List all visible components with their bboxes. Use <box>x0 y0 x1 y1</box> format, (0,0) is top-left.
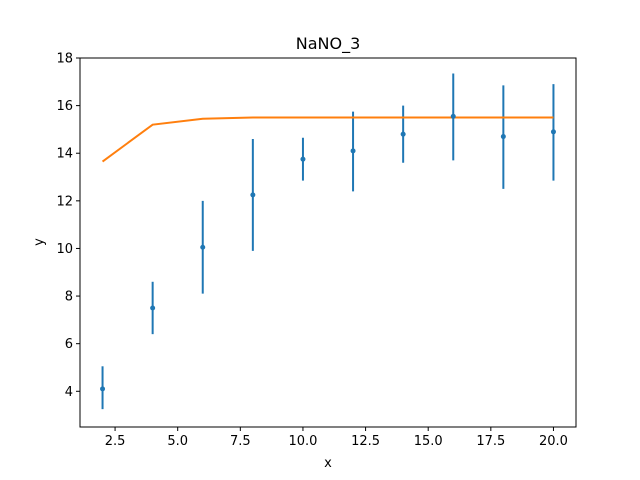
data-point <box>350 148 356 154</box>
y-axis-label: y <box>32 238 47 246</box>
data-point <box>550 129 556 135</box>
y-axis: 4 6 8 10 12 14 16 18 <box>56 52 80 400</box>
plot-frame <box>79 57 577 428</box>
data-point <box>300 156 306 162</box>
y-tick-label: 12 <box>56 194 73 209</box>
data-point <box>100 386 106 392</box>
x-tick-label: 5.0 <box>167 434 188 449</box>
x-tick-label: 15.0 <box>414 434 443 449</box>
x-tick-label: 2.5 <box>105 434 126 449</box>
y-tick-label: 14 <box>56 147 73 162</box>
data-point <box>150 305 156 311</box>
x-tick-label: 17.5 <box>476 434 505 449</box>
x-axis-label: x <box>324 456 332 471</box>
fit-line <box>101 116 554 163</box>
data-point <box>200 244 206 250</box>
x-tick-label: 10.0 <box>288 434 317 449</box>
chart-title: NaNO_3 <box>296 34 361 54</box>
y-tick-label: 16 <box>56 99 73 114</box>
x-axis: 2.5 5.0 7.5 10.0 12.5 15.0 17.5 20.0 <box>105 427 568 449</box>
data-point <box>250 192 256 198</box>
data-point <box>500 134 506 140</box>
x-tick-label: 12.5 <box>351 434 380 449</box>
data-point <box>400 131 406 137</box>
y-tick-label: 8 <box>65 290 73 305</box>
y-tick-label: 10 <box>56 242 73 257</box>
plot-area <box>100 73 556 410</box>
data-point <box>450 113 456 119</box>
x-tick-label: 20.0 <box>539 434 568 449</box>
x-tick-label: 7.5 <box>230 434 251 449</box>
y-tick-label: 6 <box>65 337 73 352</box>
y-tick-label: 18 <box>56 52 73 67</box>
y-tick-label: 4 <box>65 385 73 400</box>
